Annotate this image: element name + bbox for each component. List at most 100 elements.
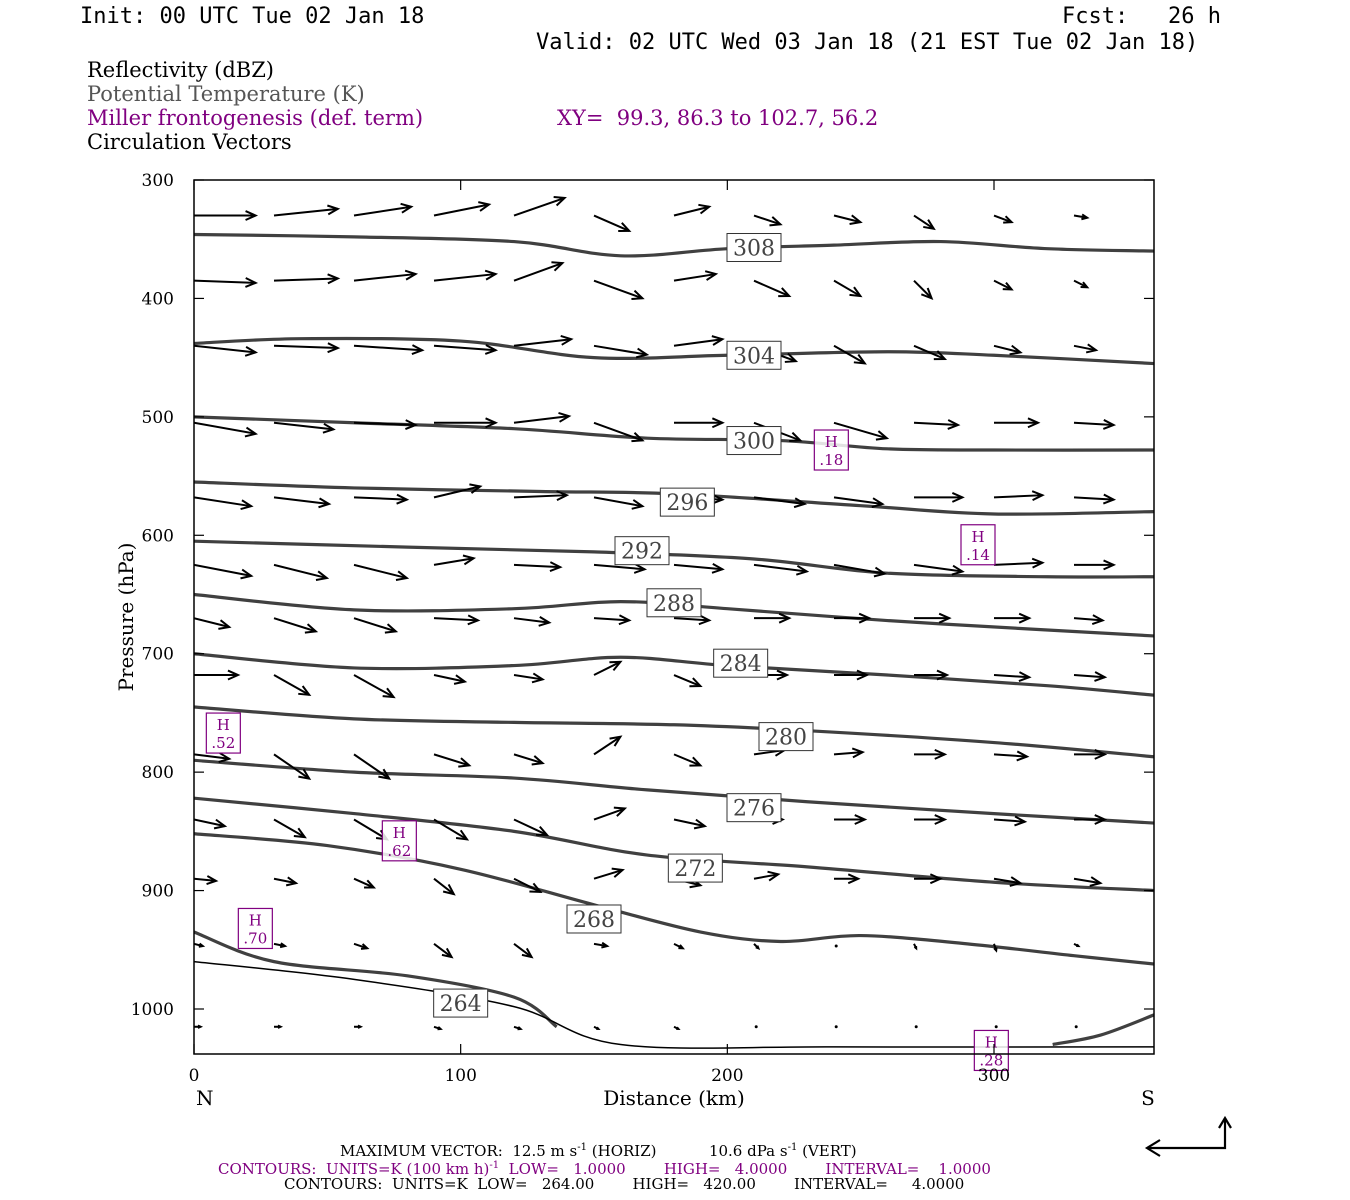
vector-shaft	[913, 279, 933, 299]
vector-head	[951, 491, 965, 503]
circulation-vector	[194, 1024, 204, 1029]
vector-head	[871, 497, 885, 509]
maximum-letter: H	[825, 433, 838, 451]
vector-head	[929, 873, 943, 885]
circulation-vector	[513, 616, 552, 627]
south-label: S	[1141, 1086, 1155, 1110]
vector-head	[458, 757, 472, 768]
circulation-vector	[273, 342, 341, 354]
vert-exponent: -1	[787, 1142, 798, 1153]
circulation-vector	[834, 1025, 838, 1029]
vector-shaft	[513, 674, 543, 681]
vector-head	[635, 347, 650, 359]
vector-head	[1018, 612, 1032, 624]
circulation-vector	[353, 563, 410, 581]
vector-head	[1102, 419, 1117, 430]
vector-head	[244, 426, 259, 438]
circulation-vector	[433, 1025, 443, 1031]
vector-shaft	[593, 660, 621, 676]
x-axis-label: Distance (km)	[603, 1086, 745, 1110]
circulation-vector	[194, 210, 259, 221]
circulation-vector	[194, 669, 241, 681]
vector-shaft	[353, 617, 397, 633]
vector-shaft	[194, 344, 256, 354]
x-tick-label: 300	[978, 1066, 1010, 1086]
vector-head	[327, 204, 341, 216]
max-vector-horiz: 12.5 m s	[512, 1142, 578, 1160]
contour-label-box	[713, 648, 769, 678]
vector-shaft	[673, 674, 701, 687]
vector-shaft	[433, 753, 470, 767]
vector-head	[795, 564, 810, 576]
circulation-vector	[834, 944, 838, 948]
vector-head	[767, 870, 781, 882]
vector-shaft	[993, 877, 1021, 885]
circulation-vector	[433, 554, 477, 566]
circulation-vector	[353, 419, 419, 431]
frontogenesis-maximum: H.18	[813, 429, 849, 471]
contour-label-box	[614, 536, 670, 566]
vector-shaft	[753, 214, 781, 226]
circulation-vector	[1074, 1025, 1078, 1029]
y-tick-label: 700	[142, 645, 174, 665]
vector-head	[245, 210, 259, 221]
vector-head	[529, 882, 543, 894]
vector-point	[834, 1025, 838, 1029]
vector-shaft	[513, 415, 570, 424]
circulation-vector	[914, 669, 950, 681]
vector-head	[875, 430, 890, 441]
vector-shaft	[593, 214, 630, 232]
vector-head	[793, 497, 808, 509]
contour-label-box	[758, 722, 814, 752]
vector-head	[849, 214, 863, 226]
vector-head	[396, 493, 410, 505]
contour-label-box	[659, 487, 715, 517]
contour-label-288: 288	[653, 592, 695, 617]
circulation-vector	[513, 672, 546, 684]
circulation-vector	[833, 563, 888, 578]
vector-head	[404, 269, 419, 281]
contour-label-276: 276	[733, 797, 775, 822]
vector-head	[711, 563, 725, 574]
vector-head	[711, 335, 725, 346]
vector-shaft	[353, 273, 416, 282]
vector-head	[400, 202, 414, 214]
circulation-vector	[1073, 671, 1108, 682]
vector-head	[934, 814, 948, 825]
vector-head	[531, 672, 546, 684]
vector-shaft	[833, 214, 861, 224]
circulation-vector	[433, 818, 470, 841]
contour-label-300: 300	[733, 430, 775, 455]
vector-shaft	[194, 279, 256, 284]
circulation-vector	[194, 421, 259, 438]
maximum-value: .52	[211, 734, 235, 752]
frontogenesis-maxima-layer: H.18H.14H.52H.62H.70H.28	[205, 429, 1009, 1072]
vector-head	[1081, 213, 1090, 221]
x-tick-label: 100	[444, 1066, 476, 1086]
vector-shaft	[1073, 279, 1088, 289]
circulation-vector	[1073, 942, 1081, 948]
circulation-vector	[753, 279, 792, 298]
vector-shaft	[993, 753, 1028, 758]
circulation-vector	[753, 214, 783, 227]
vector-shaft	[673, 338, 723, 347]
circulation-vector	[353, 617, 399, 634]
circulation-vector	[914, 491, 965, 503]
vector-head	[631, 432, 645, 443]
vector-head	[304, 623, 319, 634]
vector-shaft	[993, 344, 1021, 354]
vector-shaft	[593, 421, 643, 442]
vector-head	[853, 353, 867, 365]
vector-shaft	[833, 563, 885, 575]
vector-head	[993, 947, 998, 953]
vector-head	[484, 269, 499, 281]
vector-shaft	[1073, 344, 1097, 352]
max-vector-info: MAXIMUM VECTOR: 12.5 m s-1 (HORIZ) 10.6 …	[340, 1139, 857, 1160]
vector-shaft	[593, 279, 643, 300]
vector-layer	[194, 195, 1117, 1031]
circulation-vector	[273, 421, 336, 434]
vector-shaft	[273, 617, 317, 633]
circulation-vector	[433, 877, 456, 896]
vector-head	[934, 748, 948, 760]
